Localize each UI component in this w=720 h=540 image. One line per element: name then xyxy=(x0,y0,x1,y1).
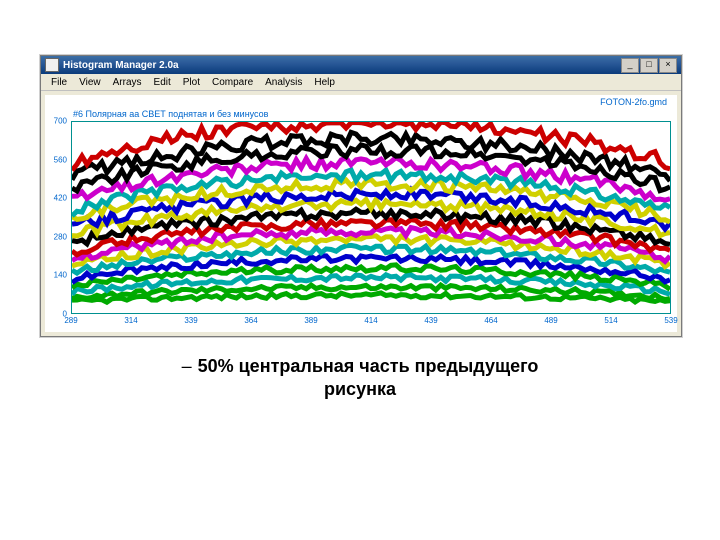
window-controls: _ □ × xyxy=(621,58,677,73)
menubar: File View Arrays Edit Plot Compare Analy… xyxy=(41,74,681,91)
x-tick: 339 xyxy=(184,316,197,325)
x-tick: 314 xyxy=(124,316,137,325)
y-tick: 140 xyxy=(54,271,67,280)
x-tick: 489 xyxy=(544,316,557,325)
menu-compare[interactable]: Compare xyxy=(206,77,259,88)
close-button[interactable]: × xyxy=(659,58,677,73)
menu-view[interactable]: View xyxy=(73,77,107,88)
app-icon xyxy=(45,58,59,72)
menu-arrays[interactable]: Arrays xyxy=(107,77,148,88)
menu-plot[interactable]: Plot xyxy=(177,77,206,88)
y-tick: 280 xyxy=(54,232,67,241)
x-tick: 414 xyxy=(364,316,377,325)
menu-file[interactable]: File xyxy=(45,77,73,88)
caption-dash: – xyxy=(182,356,192,376)
maximize-button[interactable]: □ xyxy=(640,58,658,73)
x-tick: 364 xyxy=(244,316,257,325)
menu-help[interactable]: Help xyxy=(308,77,341,88)
plot-svg xyxy=(72,122,670,313)
titlebar[interactable]: Histogram Manager 2.0a _ □ × xyxy=(41,56,681,74)
chart-area: FOTON-2fo.gmd #6 Полярная аа СВЕТ поднят… xyxy=(45,95,677,332)
caption: –50% центральная часть предыдущего рисун… xyxy=(0,355,720,402)
minimize-button[interactable]: _ xyxy=(621,58,639,73)
x-tick: 439 xyxy=(424,316,437,325)
caption-line2: рисунка xyxy=(324,379,396,399)
window-title: Histogram Manager 2.0a xyxy=(63,60,621,71)
x-tick: 539 xyxy=(664,316,677,325)
caption-line1: 50% центральная часть предыдущего xyxy=(198,356,539,376)
x-tick: 389 xyxy=(304,316,317,325)
menu-analysis[interactable]: Analysis xyxy=(259,77,308,88)
y-tick: 560 xyxy=(54,155,67,164)
plot-frame xyxy=(71,121,671,314)
app-window: Histogram Manager 2.0a _ □ × File View A… xyxy=(40,55,682,337)
y-tick: 420 xyxy=(54,194,67,203)
menu-edit[interactable]: Edit xyxy=(148,77,177,88)
y-axis: 0140280420560700 xyxy=(45,121,69,314)
x-axis: 289314339364389414439464489514539 xyxy=(71,316,671,330)
x-tick: 464 xyxy=(484,316,497,325)
x-tick: 289 xyxy=(64,316,77,325)
chart-title: #6 Полярная аа СВЕТ поднятая и без минус… xyxy=(73,109,268,119)
x-tick: 514 xyxy=(604,316,617,325)
y-tick: 700 xyxy=(54,117,67,126)
chart-source-label: FOTON-2fo.gmd xyxy=(600,97,667,107)
